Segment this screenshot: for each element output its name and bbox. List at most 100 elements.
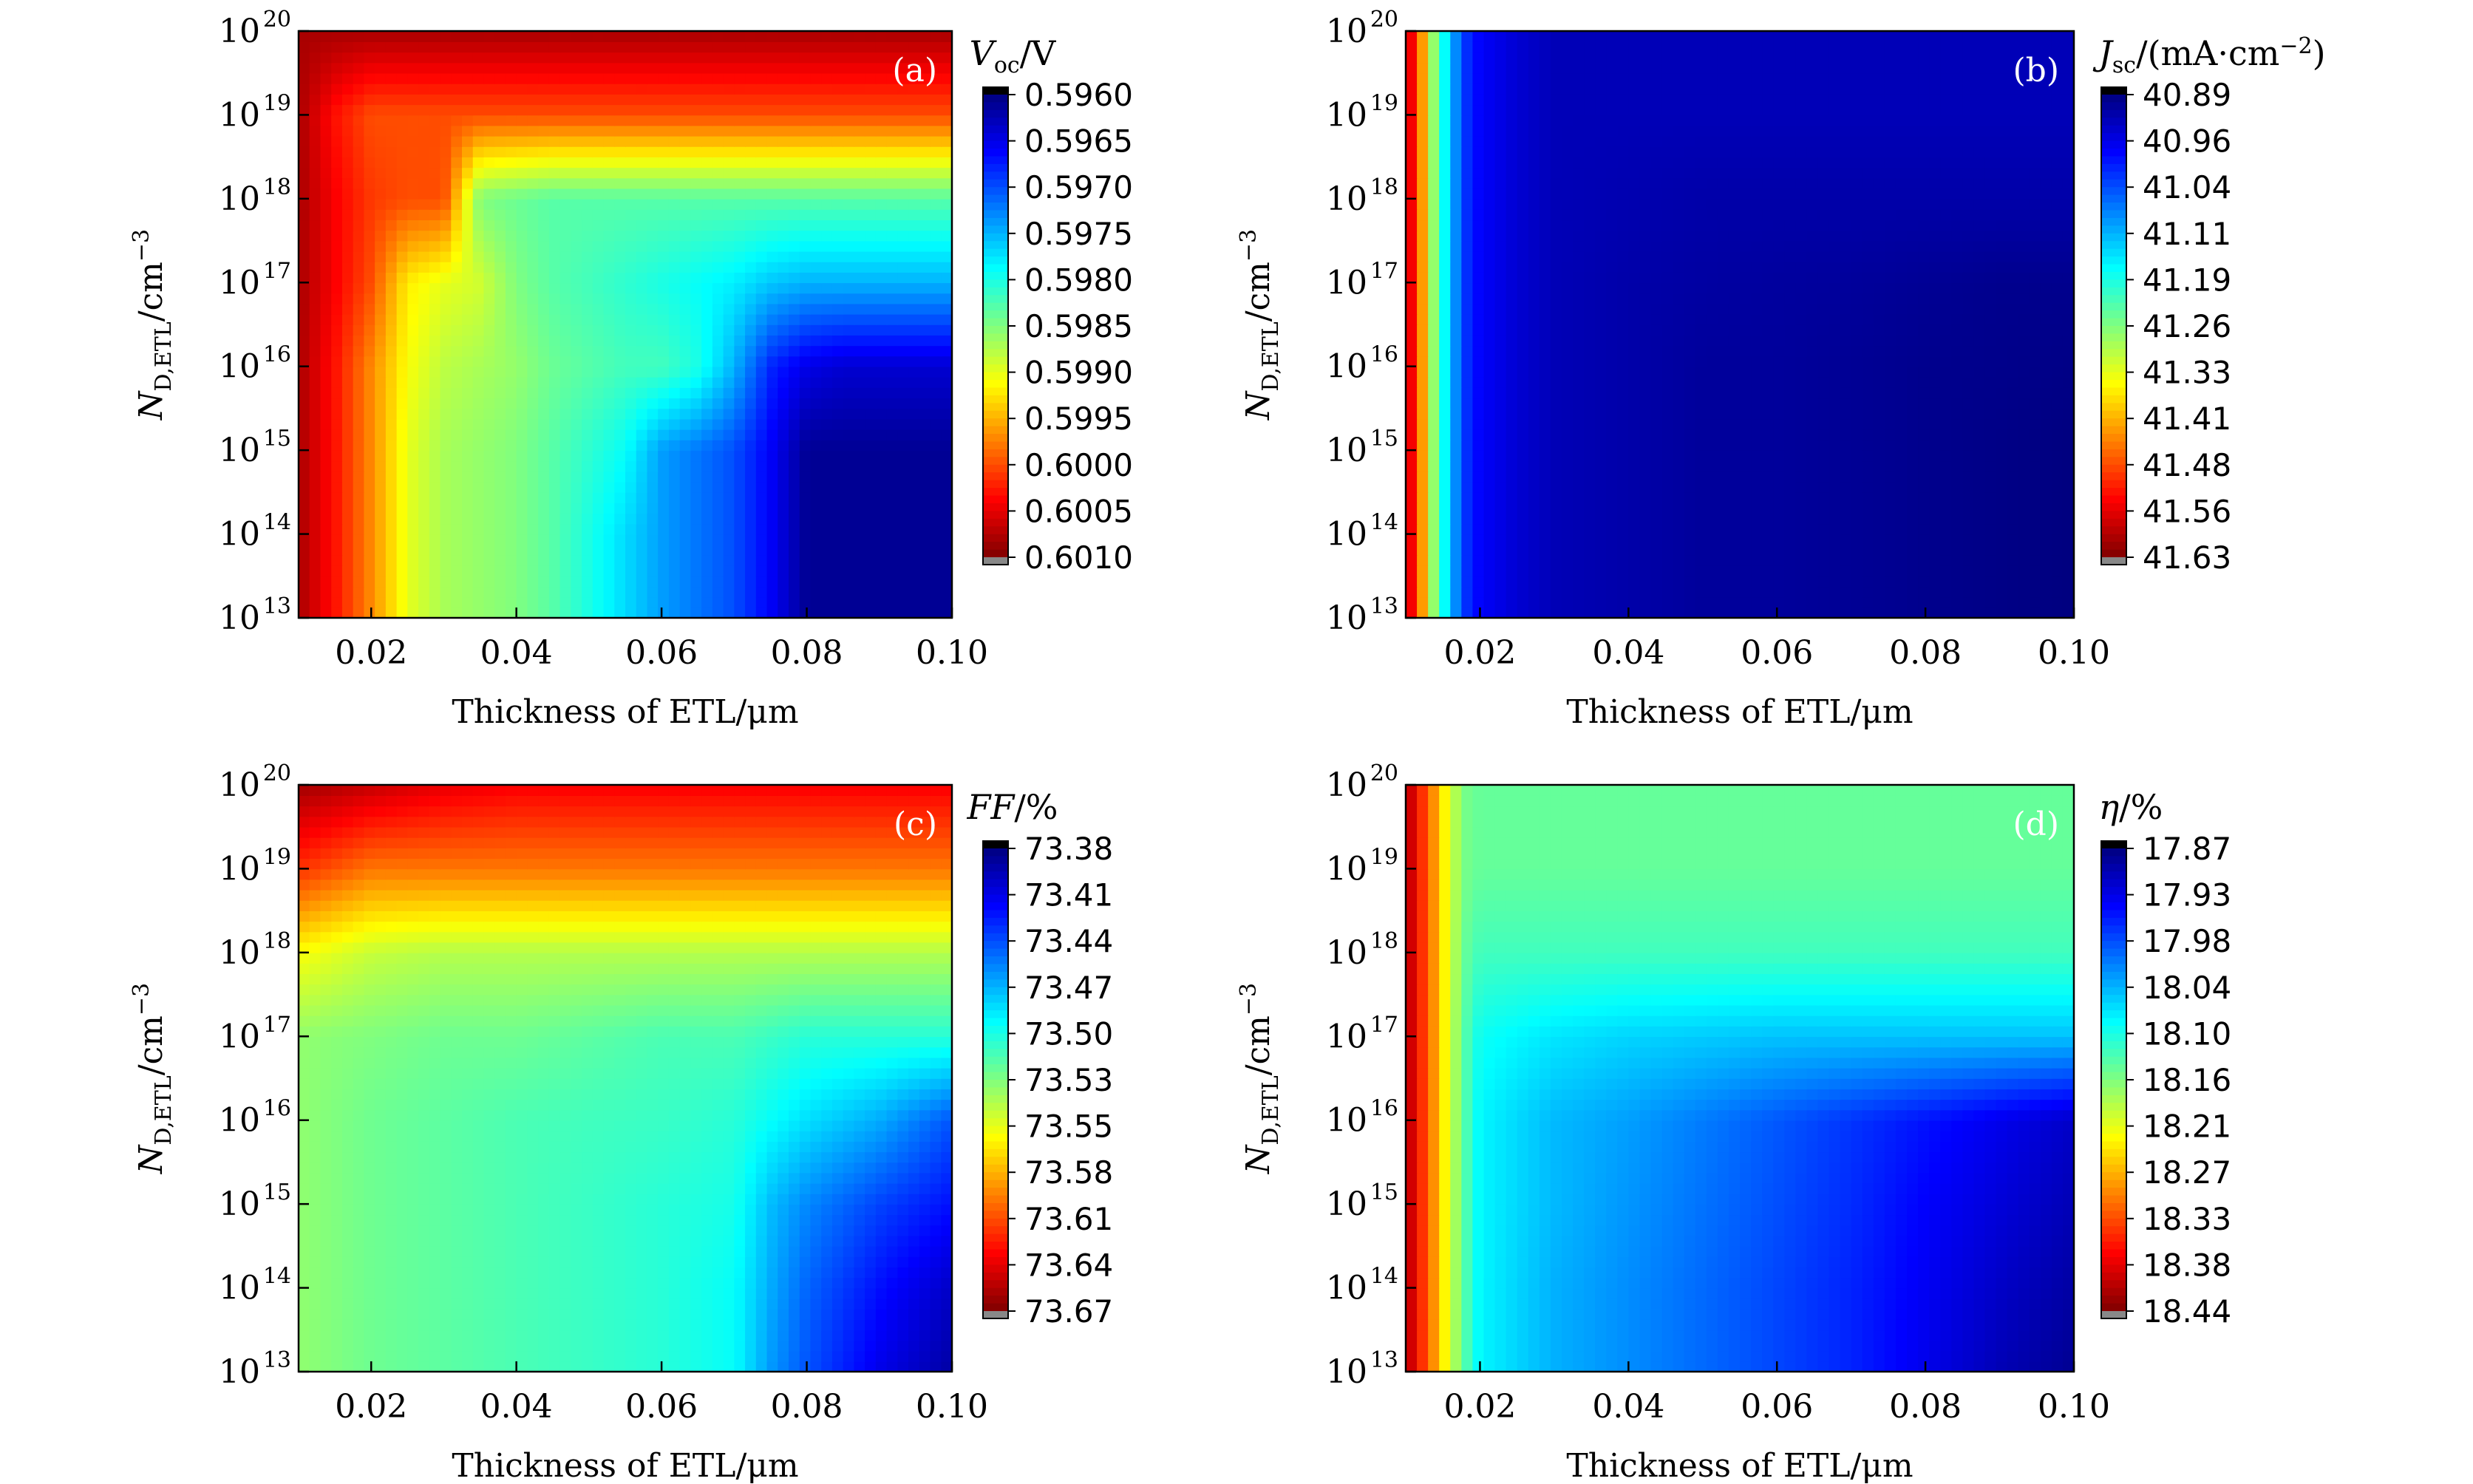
heatmap-cell — [712, 146, 724, 157]
heatmap-cell — [789, 313, 800, 325]
heatmap-cell — [396, 188, 409, 200]
heatmap-cell — [778, 503, 789, 514]
heatmap-cell — [559, 565, 572, 577]
heatmap-cell — [745, 177, 757, 189]
heatmap-cell — [440, 544, 452, 556]
heatmap-cell — [745, 471, 757, 483]
heatmap-cell — [941, 366, 953, 378]
heatmap-cell — [341, 513, 354, 525]
heatmap-cell — [309, 230, 322, 242]
heatmap-cell — [755, 513, 768, 525]
y-tick-label: 10 — [219, 432, 260, 469]
heatmap-cell — [1951, 355, 1964, 367]
heatmap-cell — [941, 335, 953, 347]
heatmap-cell — [1784, 366, 1797, 378]
heatmap-cell — [712, 596, 724, 608]
heatmap-cell — [331, 376, 343, 388]
heatmap-cell — [429, 596, 441, 608]
heatmap-cell — [1584, 355, 1596, 367]
heatmap-cell — [527, 586, 539, 598]
heatmap-cell — [299, 83, 310, 95]
heatmap-cell — [494, 596, 506, 608]
heatmap-cell — [941, 607, 953, 619]
heatmap-cell — [516, 534, 528, 545]
heatmap-cell — [603, 324, 616, 336]
heatmap-cell — [701, 513, 713, 525]
heatmap-cell — [908, 523, 920, 535]
heatmap-cell — [843, 408, 855, 420]
heatmap-cell — [1907, 439, 1919, 451]
heatmap-cell — [865, 607, 877, 619]
heatmap-cell — [2040, 481, 2052, 493]
heatmap-cell — [462, 125, 474, 137]
heatmap-cell — [320, 335, 332, 347]
heatmap-cell — [451, 544, 463, 556]
heatmap-cell — [734, 104, 746, 116]
heatmap-cell — [548, 565, 561, 577]
heatmap-cell — [548, 52, 561, 64]
heatmap-cell — [1773, 450, 1786, 462]
heatmap-cell — [745, 607, 757, 619]
heatmap-cell — [930, 83, 942, 95]
colorbar-title-subscript: oc — [994, 52, 1020, 78]
heatmap-cell — [1996, 418, 2008, 430]
heatmap-cell — [309, 62, 322, 74]
heatmap-cell — [1450, 398, 1463, 409]
heatmap-cell — [571, 94, 582, 106]
heatmap-cell — [941, 94, 953, 106]
heatmap-cell — [821, 523, 833, 535]
heatmap-cell — [875, 534, 888, 545]
heatmap-cell — [745, 544, 757, 556]
heatmap-cell — [1461, 408, 1474, 420]
heatmap-cell — [1951, 439, 1964, 451]
heatmap-cell — [1962, 534, 1975, 545]
heatmap-cell — [690, 52, 702, 64]
heatmap-cell — [799, 272, 812, 284]
heatmap-cell — [1873, 523, 1885, 535]
heatmap-cell — [1461, 471, 1474, 483]
heatmap-cell — [592, 450, 605, 462]
heatmap-cell — [1884, 355, 1897, 367]
heatmap-cell — [462, 72, 474, 84]
heatmap-cell — [679, 586, 692, 598]
heatmap-cell — [831, 376, 844, 388]
heatmap-cell — [571, 167, 582, 179]
heatmap-cell — [472, 282, 485, 294]
heatmap-cell — [854, 460, 865, 472]
heatmap-cell — [897, 167, 909, 179]
heatmap-cell — [1795, 586, 1808, 598]
heatmap-cell — [527, 523, 539, 535]
heatmap-cell — [1506, 503, 1518, 514]
heatmap-cell — [592, 513, 605, 525]
heatmap-cell — [810, 355, 822, 367]
heatmap-cell — [778, 335, 789, 347]
heatmap-cell — [451, 471, 463, 483]
heatmap-cell — [778, 418, 789, 430]
heatmap-cell — [1673, 366, 1685, 378]
heatmap-cell — [941, 554, 953, 566]
heatmap-cell — [353, 72, 365, 84]
heatmap-cell — [625, 513, 637, 525]
heatmap-cell — [1884, 576, 1897, 588]
heatmap-cell — [1806, 418, 1819, 430]
heatmap-cell — [472, 230, 485, 242]
heatmap-cell — [1784, 418, 1797, 430]
heatmap-cell — [548, 534, 561, 545]
heatmap-cell — [723, 491, 735, 503]
heatmap-cell — [679, 324, 692, 336]
heatmap-cell — [538, 94, 550, 106]
heatmap-cell — [396, 429, 409, 440]
heatmap-cell — [559, 282, 572, 294]
heatmap-cell — [603, 491, 616, 503]
heatmap-cell — [429, 157, 441, 169]
heatmap-cell — [592, 31, 605, 42]
heatmap-cell — [647, 167, 659, 179]
heatmap-cell — [1550, 387, 1562, 399]
heatmap-cell — [734, 576, 746, 588]
heatmap-cell — [2051, 513, 2064, 525]
heatmap-cell — [364, 261, 375, 273]
heatmap-cell — [1784, 376, 1797, 388]
heatmap-cell — [1650, 554, 1663, 566]
colorbar-segment — [983, 395, 1008, 404]
heatmap-cell — [1661, 429, 1674, 440]
